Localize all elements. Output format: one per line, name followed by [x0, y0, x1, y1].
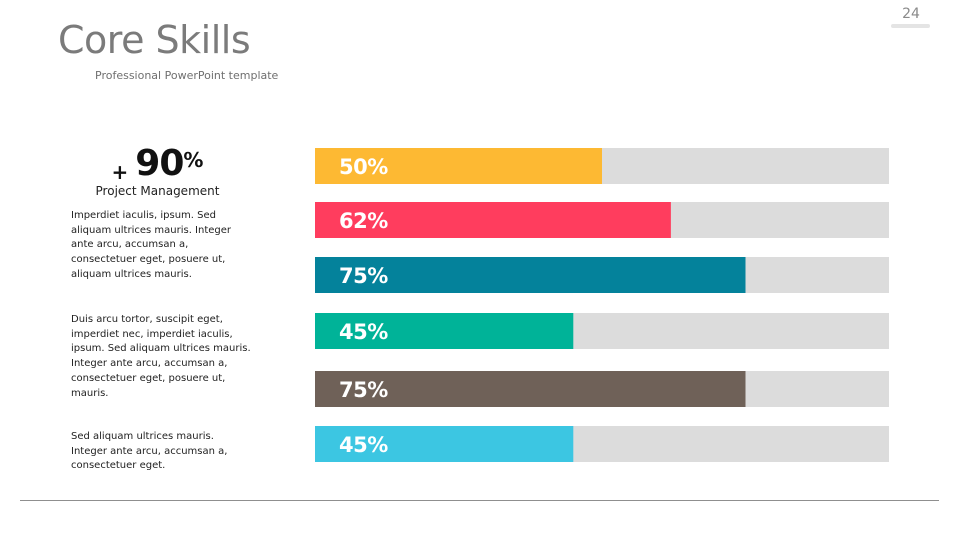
bar-4 — [315, 313, 574, 349]
project-management-stat: + 90 % Project Management — [70, 143, 245, 199]
description-paragraph-2: Duis arcu tortor, suscipit eget, imperdi… — [71, 314, 251, 399]
bar-label-6: 45% — [339, 433, 388, 457]
bar-label-1: 50% — [339, 155, 388, 179]
bar-label-5: 75% — [339, 378, 388, 402]
page-number: 24 — [902, 6, 920, 22]
slide-subtitle: Professional PowerPoint template — [95, 69, 279, 82]
stat-plus-sign: + — [111, 160, 129, 184]
bar-label-3: 75% — [339, 264, 388, 288]
bar-1 — [315, 148, 602, 184]
page-number-underline — [891, 24, 930, 28]
bar-label-4: 45% — [339, 320, 388, 344]
bar-3 — [315, 257, 746, 293]
stat-percent-sign: % — [183, 148, 204, 172]
bar-label-2: 62% — [339, 209, 388, 233]
description-paragraph-1: Imperdiet iaculis, ipsum. Sed aliquam ul… — [71, 210, 232, 280]
stat-number: 90 — [135, 143, 184, 184]
bar-6 — [315, 426, 574, 462]
bar-2 — [315, 202, 671, 238]
stat-label: Project Management — [95, 184, 220, 198]
footer-divider — [20, 500, 939, 501]
bar-5 — [315, 371, 746, 407]
description-paragraph-3: Sed aliquam ultrices mauris. Integer ant… — [71, 431, 228, 472]
stat-value: + 90 % — [111, 143, 204, 185]
slide-title: Core Skills — [58, 18, 251, 62]
